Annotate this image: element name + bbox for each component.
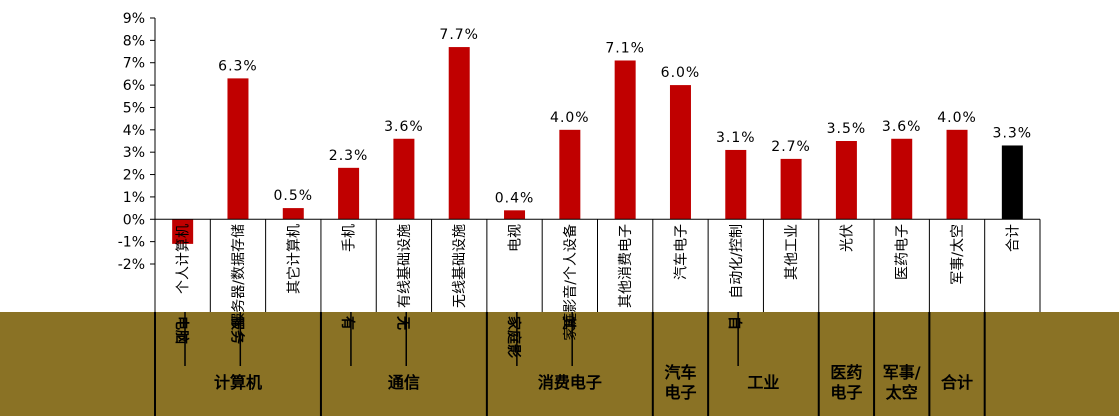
bar: [504, 210, 526, 220]
group-label: 消费电子: [538, 373, 602, 392]
sub-group-label: 电脑: [173, 316, 190, 344]
group-label: 工业: [747, 373, 779, 392]
category-label: 手机: [342, 224, 358, 252]
bar: [448, 47, 470, 220]
category-band: [0, 312, 1119, 416]
y-tick-label: 3%: [123, 145, 145, 161]
data-label: 6.0%: [661, 65, 701, 81]
data-label: 2.7%: [771, 139, 811, 155]
category-label: 服务器/数据存储: [231, 224, 247, 327]
bar: [669, 85, 691, 220]
bar: [835, 141, 857, 220]
bar: [172, 219, 194, 244]
sub-group-label: 其: [560, 316, 576, 330]
group-label: 计算机: [214, 373, 262, 392]
bar: [780, 158, 802, 220]
bar: [725, 149, 747, 220]
sub-group-label: 有: [339, 316, 356, 330]
sub-group-label: 自: [726, 316, 743, 330]
group-label: 电子: [830, 383, 862, 402]
sub-group-label: 服务: [228, 316, 245, 345]
data-label: 7.7%: [439, 27, 479, 43]
y-tick-label: 9%: [123, 11, 145, 27]
bar: [227, 78, 249, 220]
group-label: 太空: [885, 383, 918, 402]
category-label: 无线基础设施: [451, 224, 468, 308]
data-label: 0.4%: [495, 190, 535, 206]
category-label: 电视: [508, 224, 524, 252]
data-label: 4.0%: [550, 110, 590, 126]
bar: [338, 167, 360, 220]
category-label: 自动化/控制: [729, 224, 745, 299]
y-tick-label: 1%: [123, 190, 145, 206]
bar: [1001, 145, 1023, 220]
group-label: 军事/: [883, 363, 921, 382]
category-label: 汽车电子: [672, 224, 689, 280]
category-label: 个人计算机: [176, 224, 192, 294]
y-tick-label: 5%: [123, 100, 145, 116]
bar: [393, 138, 415, 220]
y-tick-label: 6%: [123, 78, 145, 94]
y-tick-label: 8%: [123, 33, 145, 49]
data-label: 4.0%: [937, 110, 977, 126]
group-label: 通信: [388, 373, 420, 392]
category-label: 其他工业: [784, 224, 800, 280]
category-label: 其它计算机: [285, 224, 302, 294]
category-label: 光伏: [839, 224, 855, 252]
category-label: 医药电子: [895, 224, 911, 280]
group-label: 医药: [830, 363, 862, 382]
sub-group-label: 无: [394, 315, 410, 330]
bar: [946, 129, 968, 220]
bar: [559, 129, 581, 220]
group-label: 合计: [941, 373, 973, 392]
sub-group-label: 家庭影: [505, 316, 522, 358]
y-tick-label: 4%: [123, 123, 145, 139]
data-label: 7.1%: [605, 40, 645, 56]
bar: [614, 60, 636, 220]
category-label: 其他消费电子: [618, 224, 634, 308]
category-label: 合计: [1005, 224, 1021, 252]
bar: [891, 138, 913, 220]
y-tick-label: 7%: [123, 56, 145, 72]
data-label: 0.5%: [273, 188, 313, 204]
data-label: 3.1%: [716, 130, 756, 146]
y-tick-label: -1%: [118, 235, 145, 251]
data-label: 3.5%: [827, 121, 867, 137]
data-label: 3.6%: [384, 119, 424, 135]
y-tick-label: -2%: [118, 257, 145, 273]
data-label: 3.3%: [993, 125, 1033, 141]
group-label: 电子: [664, 383, 696, 402]
data-label: 2.3%: [329, 148, 369, 164]
category-label: 家庭影音/个人设备: [562, 224, 579, 341]
category-label: 有线基础设施: [396, 224, 413, 308]
bar: [282, 208, 304, 220]
category-label: 军事/太空: [950, 224, 966, 285]
group-label: 汽车: [664, 363, 696, 382]
data-label: 3.6%: [882, 119, 922, 135]
data-label: 6.3%: [218, 58, 258, 74]
y-tick-label: 2%: [123, 168, 145, 184]
y-tick-label: 0%: [123, 212, 145, 228]
